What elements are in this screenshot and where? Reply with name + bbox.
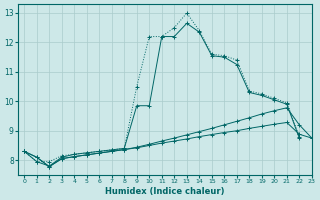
X-axis label: Humidex (Indice chaleur): Humidex (Indice chaleur) — [105, 187, 225, 196]
